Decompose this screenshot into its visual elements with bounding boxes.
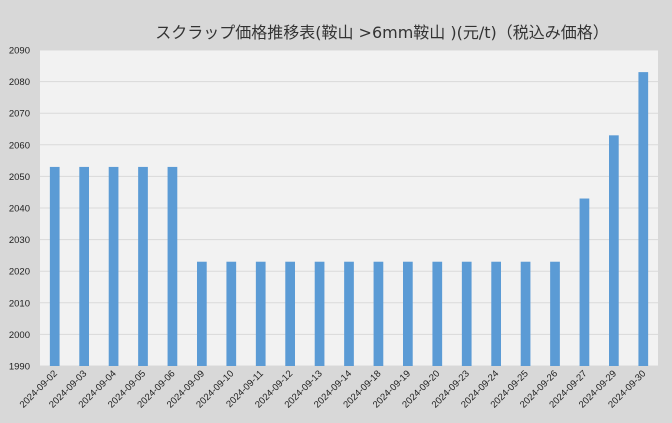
y-tick-label: 2010: [9, 298, 30, 309]
bars: [49, 72, 649, 367]
bar: [167, 166, 178, 366]
y-tick-label: 2080: [9, 77, 30, 88]
bar: [403, 261, 413, 366]
bar: [138, 166, 148, 366]
y-axis-ticks: 1990 2000 2010 2020 2030 2040 2050 2060 2070 2080…: [9, 46, 30, 373]
bar: [49, 166, 60, 366]
bar: [314, 261, 325, 366]
bar: [255, 261, 266, 366]
bar: [638, 72, 649, 367]
bar: [197, 261, 207, 366]
y-tick-label: 2030: [9, 235, 30, 246]
bar: [579, 198, 590, 366]
bar: [285, 261, 295, 366]
bar: [226, 261, 237, 366]
bar: [108, 166, 119, 366]
bar: [609, 135, 619, 366]
bar: [461, 261, 472, 366]
y-tick-label: 2060: [9, 140, 30, 151]
y-tick-label: 2020: [9, 267, 30, 278]
bar: [520, 261, 531, 366]
y-tick-label: 2070: [9, 109, 30, 120]
y-tick-label: 2000: [9, 330, 30, 341]
x-axis-ticks: 2024-09-022024-09-032024-09-042024-09-05…: [18, 368, 649, 410]
bar: [432, 261, 443, 366]
chart-title: スクラップ価格推移表(鞍山 >6mm鞍山 )(元/t)（税込み価格）: [155, 23, 609, 42]
y-tick-label: 2040: [9, 204, 30, 215]
y-tick-label: 2050: [9, 172, 30, 183]
y-tick-label: 2090: [9, 46, 30, 57]
bar: [550, 261, 560, 366]
bar: [79, 166, 89, 366]
bar: [491, 261, 501, 366]
y-tick-label: 1990: [9, 362, 30, 373]
bar: [373, 261, 384, 366]
bar: [344, 261, 354, 366]
